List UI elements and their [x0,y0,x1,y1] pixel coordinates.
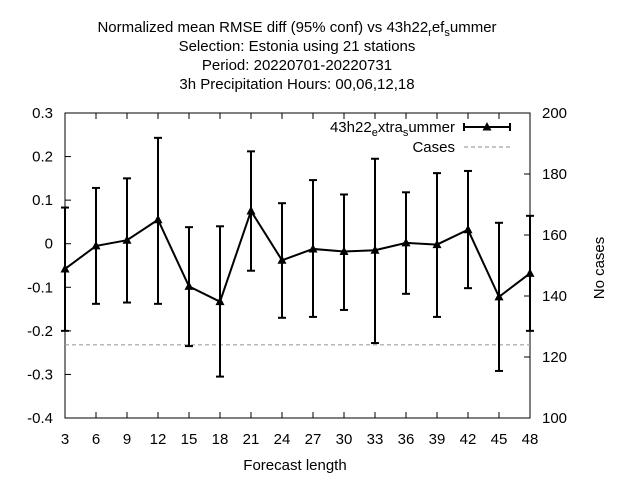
data-point [432,239,442,249]
x-tick-label: 21 [243,431,260,448]
y-tick-label: 0 [45,236,53,253]
rmse-series [60,206,535,306]
y2-tick-label: 140 [542,288,567,305]
legend-marker [482,122,492,131]
chart-title-line-1: Normalized mean RMSE diff (95% conf) vs … [97,19,496,39]
data-point [60,263,70,273]
y2-tick-label: 160 [542,227,567,244]
y-tick-label: 0.3 [32,105,53,122]
x-axis-label: Forecast length [243,457,346,474]
y-tick-label: -0.3 [27,366,53,383]
x-axis-ticks: 3 6 9 12 15 18 21 24 27 30 33 36 39 42 45 48 [61,113,539,448]
data-point [215,296,225,306]
data-point [339,246,349,256]
legend-label-cases: Cases [412,139,455,156]
y-tick-label: -0.4 [27,410,53,427]
legend-label-series: 43h22extrasummer [330,119,455,139]
plot-frame [64,112,531,419]
data-point [122,235,132,244]
data-point [91,240,101,250]
y-tick-label: -0.2 [27,323,53,340]
plot-border [64,112,531,419]
y2-tick-label: 200 [542,105,567,122]
x-tick-label: 12 [150,431,167,448]
x-tick-label: 3 [61,431,69,448]
data-point [463,224,473,234]
data-point [370,245,380,254]
data-point [401,237,411,247]
y-tick-label: 0.2 [32,149,53,166]
chart-titles: Normalized mean RMSE diff (95% conf) vs … [97,19,496,93]
data-point [277,255,287,264]
x-tick-label: 24 [274,431,291,448]
data-point [184,281,194,290]
x-tick-label: 6 [92,431,100,448]
y-tick-label: 0.1 [32,192,53,209]
x-tick-label: 48 [522,431,539,448]
x-tick-label: 30 [336,431,353,448]
y2-tick-label: 120 [542,349,567,366]
x-tick-label: 27 [305,431,322,448]
x-tick-label: 39 [429,431,446,448]
x-tick-label: 45 [491,431,508,448]
chart-title-line-4: 3h Precipitation Hours: 00,06,12,18 [179,76,414,93]
data-point [525,268,535,277]
x-tick-label: 42 [460,431,477,448]
y2-axis-label: No cases [591,237,608,300]
x-tick-label: 36 [398,431,415,448]
x-tick-label: 9 [123,431,131,448]
x-tick-label: 18 [212,431,229,448]
series-line [64,208,531,304]
y-tick-label: -0.1 [27,279,53,296]
x-tick-label: 33 [367,431,384,448]
y2-tick-label: 180 [542,166,567,183]
data-point [494,291,504,301]
data-point [153,214,163,224]
chart-title-line-3: Period: 20220701-20220731 [202,57,392,74]
data-point [308,243,318,253]
chart-title-line-2: Selection: Estonia using 21 stations [179,38,416,55]
data-point [246,206,256,215]
y-axis-ticks: -0.4 -0.3 -0.2 -0.1 0 0.1 0.2 0.3 [27,105,71,427]
y2-axis-ticks: 100 120 140 160 180 200 [524,105,567,427]
error-bars [61,136,534,378]
x-tick-label: 15 [181,431,198,448]
y2-tick-label: 100 [542,410,567,427]
